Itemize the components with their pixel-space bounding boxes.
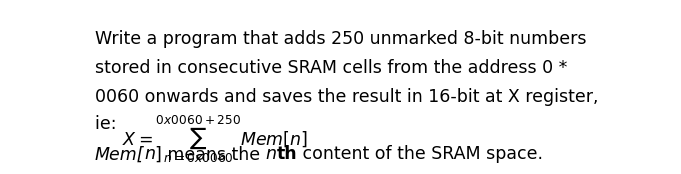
Text: $X = \sum_{n=0x0060}^{0x0060+250} \mathit{Mem}[n]$: $X = \sum_{n=0x0060}^{0x0060+250} \mathi… <box>122 113 307 165</box>
Text: Write a program that adds 250 unmarked 8-bit numbers: Write a program that adds 250 unmarked 8… <box>95 30 586 48</box>
Text: th: th <box>276 145 297 164</box>
Text: stored in consecutive SRAM cells from the address 0 *: stored in consecutive SRAM cells from th… <box>95 59 567 77</box>
Text: n: n <box>144 145 155 164</box>
Text: ie:: ie: <box>95 115 122 133</box>
Text: content of the SRAM space.: content of the SRAM space. <box>297 145 543 164</box>
Text: n: n <box>266 145 276 164</box>
Text: 0060 onwards and saves the result in 16-bit at X register,: 0060 onwards and saves the result in 16-… <box>95 88 598 106</box>
Text: Mem[: Mem[ <box>95 145 144 164</box>
Text: ] means the: ] means the <box>155 145 266 164</box>
